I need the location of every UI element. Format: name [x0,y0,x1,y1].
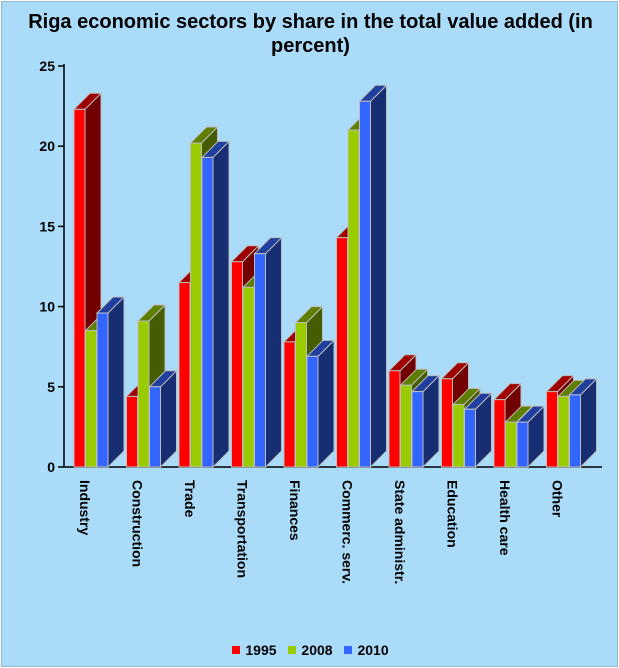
chart-title: Riga economic sectors by share in the to… [28,11,593,57]
legend: 1995 2008 2010 [2,642,619,658]
bar-trade-1995 [178,282,191,468]
bar-education-1995 [441,378,453,468]
y-tick-label: 25 [39,58,55,74]
legend-label-1995: 1995 [245,642,277,658]
y-tick-label: 10 [39,299,55,315]
legend-item-2010: 2010 [344,642,389,658]
category-label-commerc-serv: Commerc. serv. [340,480,356,584]
category-label-health-care: Health care [497,480,513,556]
bar-transportation-2010-side [265,236,282,469]
bar-commerc-serv-2010 [359,100,371,468]
bar-state-administr-2008 [400,384,412,468]
bar-transportation-1995 [231,261,243,468]
bar-education-2010 [464,408,476,468]
bar-transportation-2008 [242,286,255,468]
bar-other-1995 [546,391,558,468]
legend-swatch-1995 [232,646,241,654]
bar-industry-2008 [85,330,97,468]
bar-education-2008 [452,403,465,468]
category-label-construction: Construction [130,480,146,567]
y-tick-label: 20 [39,138,55,154]
legend-label-2008: 2008 [301,642,333,658]
bar-other-2010 [569,394,581,468]
category-label-state-administr: State administr. [392,480,408,584]
y-tick-label: 0 [47,459,55,475]
bar-commerc-serv-2008 [347,129,360,468]
bar-trade-2010 [201,156,214,468]
legend-item-1995: 1995 [232,642,277,658]
bar-trade-2008 [190,142,202,468]
bar-construction-2010-side [160,369,177,469]
bar-other-2008 [557,395,570,468]
bar-finances-2010-side [317,339,335,469]
category-label-education: Education [445,480,461,548]
bar-construction-2008 [137,320,150,468]
bar-state-administr-2010 [411,391,424,468]
legend-swatch-2010 [344,646,353,654]
bar-finances-2008 [295,322,307,468]
category-label-transportation: Transportation [235,480,251,578]
legend-item-2008: 2008 [288,642,333,658]
bar-trade-2010-side [212,140,230,469]
y-tick-label: 15 [39,218,55,234]
bar-health-care-2008 [505,421,517,468]
bar-health-care-1995 [493,399,506,468]
bar-finances-1995 [283,341,296,468]
category-label-industry: Industry [77,480,93,535]
bar-state-administr-1995 [388,370,401,468]
bar-industry-1995 [73,108,86,468]
category-label-finances: Finances [287,480,303,541]
bar-industry-2010 [96,312,109,468]
bar-construction-1995 [126,395,138,468]
category-label-trade: Trade [182,480,198,518]
bar-construction-2010 [149,386,161,468]
bar-finances-2010 [306,355,319,468]
bar-industry-2010-side [107,295,125,469]
legend-swatch-2008 [288,646,297,654]
bar-transportation-2010 [254,253,266,468]
bar-commerc-serv-1995 [336,237,348,468]
category-label-other: Other [550,480,566,518]
bar-health-care-2010 [516,421,529,468]
bar-commerc-serv-2010-side [370,84,387,469]
y-tick-label: 5 [47,379,55,395]
legend-label-2010: 2010 [357,642,389,658]
